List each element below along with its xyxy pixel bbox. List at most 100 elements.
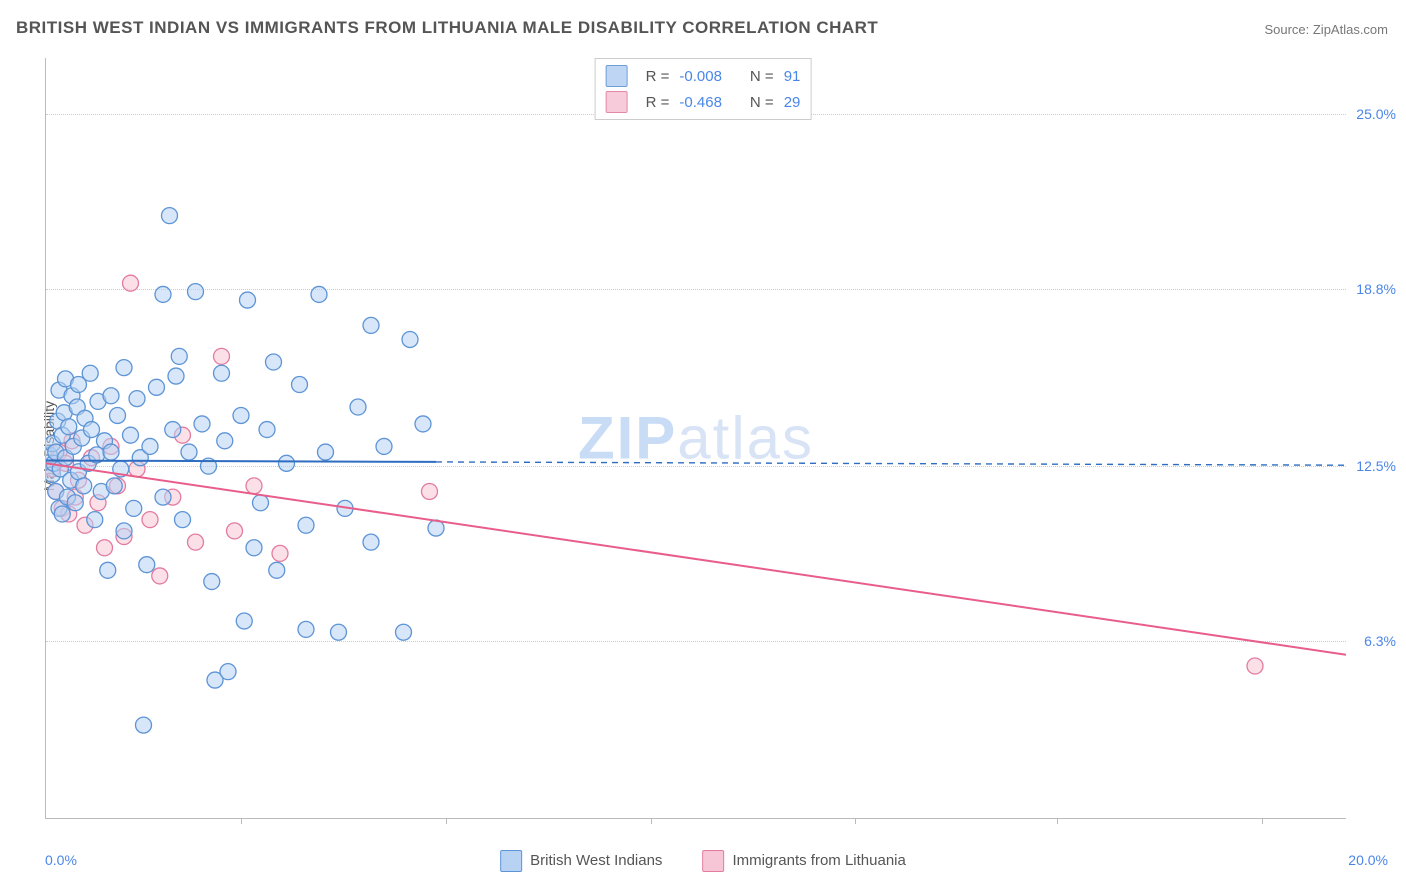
scatter-point (298, 621, 314, 637)
scatter-point (165, 422, 181, 438)
scatter-point (402, 331, 418, 347)
chart-svg (46, 58, 1346, 818)
chart-plot-area: ZIPatlas 25.0%18.8%12.5%6.3% (45, 58, 1346, 819)
scatter-point (181, 444, 197, 460)
legend-r-value: -0.008 (679, 68, 722, 85)
scatter-point (272, 545, 288, 561)
scatter-point (227, 523, 243, 539)
scatter-point (376, 438, 392, 454)
scatter-point (100, 562, 116, 578)
scatter-point (279, 455, 295, 471)
scatter-point (139, 557, 155, 573)
scatter-point (363, 534, 379, 550)
scatter-point (87, 512, 103, 528)
scatter-point (116, 523, 132, 539)
series-legend: British West Indians Immigrants from Lith… (500, 850, 906, 872)
scatter-point (204, 574, 220, 590)
legend-n-value: 91 (784, 68, 801, 85)
scatter-point (318, 444, 334, 460)
scatter-point (67, 495, 83, 511)
scatter-point (152, 568, 168, 584)
scatter-point (246, 478, 262, 494)
x-tick (1262, 818, 1263, 824)
scatter-point (155, 489, 171, 505)
source-label: Source: (1264, 22, 1312, 37)
scatter-point (188, 534, 204, 550)
scatter-point (217, 433, 233, 449)
scatter-point (123, 275, 139, 291)
scatter-point (363, 317, 379, 333)
legend-n-label: N = (750, 94, 774, 111)
scatter-point (311, 286, 327, 302)
scatter-point (214, 365, 230, 381)
regression-line (46, 461, 436, 462)
legend-r-value: -0.468 (679, 94, 722, 111)
legend-swatch (606, 91, 628, 113)
x-tick (1057, 818, 1058, 824)
scatter-point (129, 391, 145, 407)
x-axis-max-label: 20.0% (1348, 852, 1388, 868)
x-tick (241, 818, 242, 824)
scatter-point (422, 483, 438, 499)
scatter-point (236, 613, 252, 629)
scatter-point (233, 407, 249, 423)
scatter-point (171, 348, 187, 364)
scatter-point (61, 419, 77, 435)
scatter-point (76, 478, 92, 494)
scatter-point (155, 286, 171, 302)
legend-n-label: N = (750, 68, 774, 85)
scatter-point (396, 624, 412, 640)
scatter-point (103, 388, 119, 404)
scatter-point (54, 506, 70, 522)
scatter-point (162, 208, 178, 224)
scatter-point (103, 444, 119, 460)
legend-r-label: R = (646, 68, 670, 85)
scatter-point (415, 416, 431, 432)
y-tick-label: 25.0% (1348, 106, 1396, 122)
chart-title: BRITISH WEST INDIAN VS IMMIGRANTS FROM L… (16, 18, 878, 38)
correlation-legend-row: R = -0.468 N = 29 (606, 89, 801, 115)
legend-r-label: R = (646, 94, 670, 111)
scatter-point (292, 377, 308, 393)
legend-swatch (702, 850, 724, 872)
x-axis-min-label: 0.0% (45, 852, 77, 868)
series-legend-label: British West Indians (530, 852, 662, 869)
scatter-point (350, 399, 366, 415)
y-tick-label: 12.5% (1348, 458, 1396, 474)
x-tick (855, 818, 856, 824)
scatter-point (97, 540, 113, 556)
scatter-point (194, 416, 210, 432)
scatter-point (175, 512, 191, 528)
scatter-point (246, 540, 262, 556)
scatter-point (84, 422, 100, 438)
scatter-point (266, 354, 282, 370)
legend-swatch (500, 850, 522, 872)
legend-n-value: 29 (784, 94, 801, 111)
scatter-point (188, 284, 204, 300)
scatter-point (142, 438, 158, 454)
scatter-point (168, 368, 184, 384)
scatter-point (269, 562, 285, 578)
series-legend-item: Immigrants from Lithuania (702, 850, 905, 872)
legend-swatch (606, 65, 628, 87)
scatter-point (82, 365, 98, 381)
scatter-point (253, 495, 269, 511)
scatter-point (149, 379, 165, 395)
scatter-point (240, 292, 256, 308)
source-attribution: Source: ZipAtlas.com (1264, 22, 1388, 37)
scatter-point (220, 664, 236, 680)
series-legend-item: British West Indians (500, 850, 662, 872)
scatter-point (106, 478, 122, 494)
scatter-point (214, 348, 230, 364)
scatter-point (136, 717, 152, 733)
scatter-point (142, 512, 158, 528)
scatter-point (298, 517, 314, 533)
scatter-point (110, 407, 126, 423)
scatter-point (259, 422, 275, 438)
regression-line (436, 462, 1346, 465)
source-link[interactable]: ZipAtlas.com (1313, 22, 1388, 37)
scatter-point (1247, 658, 1263, 674)
scatter-point (116, 360, 132, 376)
y-tick-label: 6.3% (1348, 633, 1396, 649)
correlation-legend-row: R = -0.008 N = 91 (606, 63, 801, 89)
